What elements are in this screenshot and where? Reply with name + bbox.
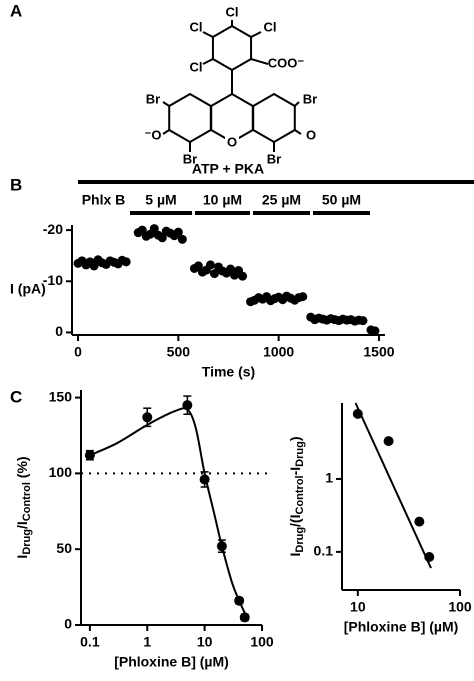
- annotation: 50 µM: [322, 192, 361, 208]
- data-point: [358, 316, 368, 326]
- y-axis-label-part: Control: [294, 475, 306, 514]
- x-tick-label: 1500: [363, 344, 394, 360]
- bond: [250, 31, 262, 38]
- y-axis-label-part: ): [287, 436, 303, 441]
- atom: COO⁻: [268, 55, 305, 70]
- data-point: [121, 257, 131, 267]
- structure: [162, 20, 302, 152]
- x-tick-label: 1000: [263, 344, 294, 360]
- fit-line: [354, 402, 432, 569]
- atom: Br: [267, 151, 281, 166]
- data-point: [239, 612, 250, 623]
- bond: [250, 58, 269, 65]
- y-axis-label-part: /(I: [287, 515, 303, 527]
- y-axis-label: IDrug/(IControl-IDrug): [287, 436, 306, 556]
- data-point: [182, 400, 193, 411]
- atom: Br: [183, 151, 197, 166]
- y-axis-label-part: I: [287, 553, 303, 557]
- data-point: [298, 292, 308, 302]
- x-axis-label: [Phloxine B] (µM): [114, 654, 229, 670]
- data-point: [383, 436, 394, 447]
- panel-label: C: [10, 387, 22, 406]
- bond: [202, 58, 214, 65]
- x-tick-label: 0: [74, 344, 82, 360]
- y-tick-label: -20: [43, 221, 63, 237]
- x-tick-label: 10: [197, 634, 213, 650]
- atom: Cl: [226, 4, 239, 19]
- y-axis-label-part: /I: [14, 521, 30, 529]
- y-axis-label-part: Control: [21, 482, 33, 521]
- x-axis-label: Time (s): [202, 364, 255, 380]
- x-tick-label: 1: [143, 634, 151, 650]
- data-point: [238, 271, 248, 281]
- data-point: [177, 234, 187, 244]
- x-tick-label: 100: [448, 599, 472, 615]
- atom: Cl: [264, 19, 277, 34]
- atom: O: [227, 134, 237, 149]
- data-point: [142, 412, 153, 423]
- atom: O: [306, 127, 316, 142]
- panel-label: A: [10, 1, 22, 20]
- y-tick-label: 150: [49, 388, 73, 404]
- data-point: [370, 326, 380, 336]
- y-axis-label: I (pA): [10, 281, 46, 297]
- structure-labels: Cl Cl Cl Cl COO⁻ Br Br ⁻O O O Br Br: [145, 4, 318, 166]
- data-point: [424, 552, 435, 563]
- y-tick-label: 50: [56, 540, 72, 556]
- atom: Cl: [190, 59, 203, 74]
- data-point: [414, 516, 425, 527]
- annotation: Phlx B: [82, 192, 126, 208]
- annotation: 5 µM: [145, 192, 176, 208]
- data-point: [199, 474, 210, 485]
- y-axis-label-part: Drug: [294, 527, 306, 553]
- atom: Cl: [190, 19, 203, 34]
- ring: [168, 92, 212, 144]
- y-tick-label: 0.1: [314, 543, 334, 559]
- data-point: [209, 269, 219, 279]
- data-point: [352, 408, 363, 419]
- data-point: [84, 450, 95, 461]
- ring: [211, 24, 253, 72]
- atom: ⁻O: [145, 127, 162, 142]
- data-point: [205, 260, 215, 270]
- data-point: [149, 224, 159, 234]
- data-point: [173, 227, 183, 237]
- y-axis-label: IDrug/IControl (%): [14, 456, 33, 558]
- ring: [252, 92, 296, 144]
- chart-title: ATP + PKA: [192, 161, 264, 177]
- data-point: [157, 233, 167, 243]
- bond: [162, 129, 170, 135]
- y-tick-label: 0: [64, 616, 72, 632]
- bond: [294, 129, 302, 135]
- y-axis-label-part: Drug: [21, 529, 33, 555]
- bond: [202, 31, 214, 38]
- y-axis-label-part: I: [14, 555, 30, 559]
- y-tick-label: 100: [49, 464, 73, 480]
- y-tick-label: -10: [43, 272, 63, 288]
- fit-line: [89, 407, 246, 614]
- annotation: 25 µM: [262, 192, 301, 208]
- y-axis-label-part: (%): [14, 456, 30, 482]
- bond: [162, 101, 170, 107]
- atom-bg: [225, 135, 239, 150]
- atom: Br: [303, 91, 317, 106]
- y-tick-label: 1: [325, 470, 333, 486]
- x-tick-label: 0.1: [80, 634, 100, 650]
- panel-label: B: [10, 175, 22, 194]
- x-axis-label: [Phloxine B] (µM): [344, 619, 459, 635]
- x-tick-label: 10: [350, 599, 366, 615]
- y-axis-label-part: -I: [287, 467, 303, 476]
- atom: Br: [146, 91, 160, 106]
- bond: [294, 101, 300, 107]
- annotation: 10 µM: [203, 192, 242, 208]
- y-tick-label: 0: [55, 323, 63, 339]
- y-axis-label-part: Drug: [294, 441, 306, 467]
- data-point: [234, 595, 245, 606]
- x-tick-label: 100: [250, 634, 274, 650]
- data-point: [216, 541, 227, 552]
- x-tick-label: 500: [167, 344, 191, 360]
